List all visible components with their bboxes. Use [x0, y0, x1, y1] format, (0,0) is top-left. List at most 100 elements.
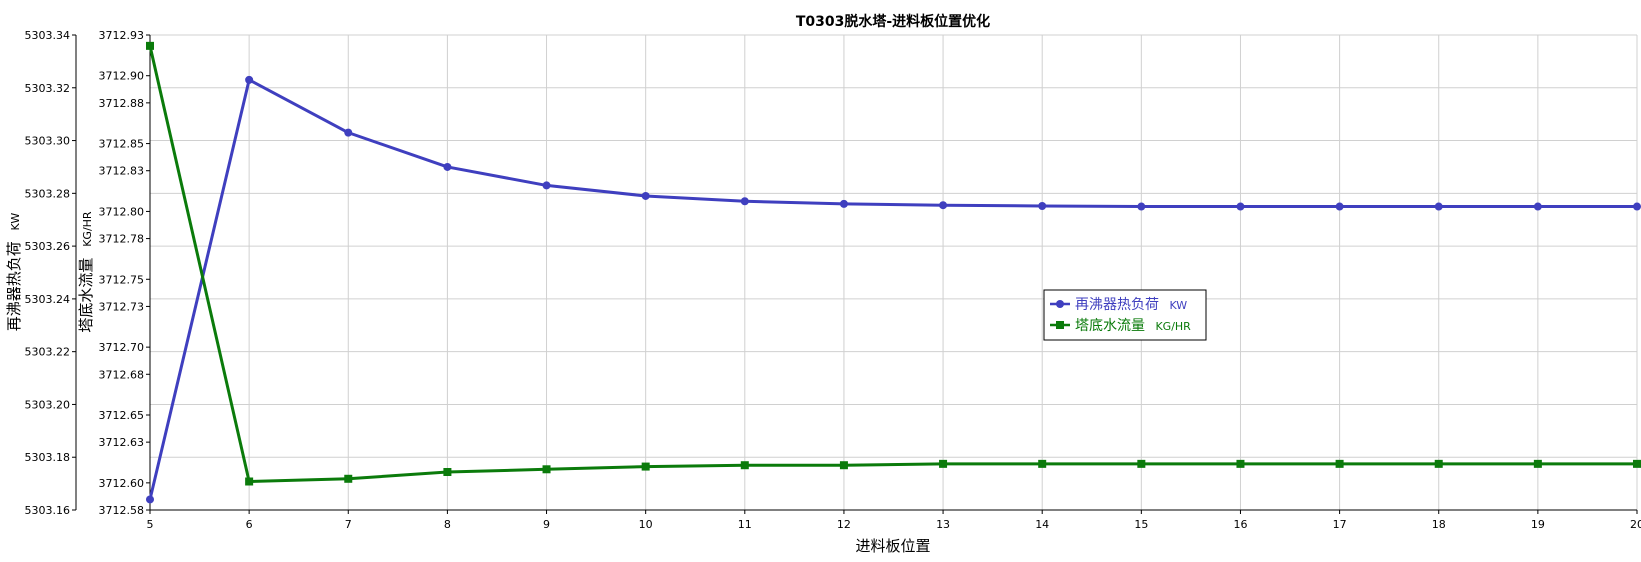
y-axis-left-label: 再沸器热负荷 KW — [5, 213, 23, 332]
series-1-point — [1236, 202, 1245, 211]
series-1-line — [148, 78, 1637, 500]
y-axis-right-tick-label: 3712.83 — [99, 165, 145, 178]
y-axis-right-tick-label: 3712.68 — [99, 368, 145, 381]
y-axis-right-tick-label: 3712.75 — [99, 273, 145, 286]
x-tick-label: 20 — [1630, 518, 1641, 531]
legend: 再沸器热负荷 KW 塔底水流量 KG/HR — [1043, 289, 1207, 341]
y-axis-left-tick-label: 5303.30 — [25, 135, 71, 148]
series-1-point — [1633, 202, 1641, 211]
series-1-point — [1038, 202, 1047, 210]
x-tick-label: 15 — [1134, 518, 1148, 531]
plot-area — [150, 35, 1637, 510]
series-1-point — [1434, 202, 1443, 211]
x-tick-label: 17 — [1333, 518, 1347, 531]
y-axis-left-tick-label: 5303.28 — [25, 187, 71, 200]
y-axis-right-label-text: 塔底水流量 — [77, 258, 95, 333]
y-axis-left-tick-label: 5303.34 — [25, 29, 71, 42]
x-tick-label: 10 — [639, 518, 653, 531]
series-2-point — [839, 461, 848, 470]
series-1-point — [939, 201, 948, 210]
series-2-point — [1335, 459, 1344, 468]
series-1-point — [740, 197, 749, 206]
y-axis-left-tick-label: 5303.16 — [25, 504, 71, 517]
y-axis-right-tick-label: 3712.93 — [99, 29, 145, 42]
series-1-point — [641, 191, 650, 200]
x-tick-label: 6 — [246, 518, 253, 531]
x-tick-label: 9 — [543, 518, 550, 531]
series-1-point — [344, 128, 353, 137]
y-axis-left-tick-label: 5303.22 — [25, 346, 71, 359]
x-tick-label: 14 — [1035, 518, 1049, 531]
x-tick-label: 11 — [738, 518, 752, 531]
series-2-point — [344, 474, 353, 483]
y-axis-left-ticks: 5303.16 5303.18 5303.20 5303.22 5303.24 5303.… — [25, 29, 76, 517]
series-2-point — [1633, 459, 1641, 468]
series-2-point — [146, 41, 154, 50]
series-2-point — [641, 462, 650, 471]
legend-series-1-unit: KW — [1169, 299, 1187, 312]
series-1-point — [542, 181, 551, 190]
series-1-point — [245, 75, 254, 84]
y-axis-right-tick-label: 3712.63 — [99, 436, 145, 449]
legend-label-series-1: 再沸器热负荷 KW — [1075, 297, 1187, 313]
series-1-point — [443, 162, 452, 171]
legend-series-2-name: 塔底水流量 — [1075, 318, 1145, 334]
series-2-point — [443, 468, 452, 476]
legend-series-1-name: 再沸器热负荷 — [1075, 297, 1159, 313]
series-1-point — [1137, 202, 1146, 211]
series-layer — [146, 41, 1641, 504]
y-axis-left-tick-label: 5303.26 — [25, 240, 71, 253]
series-2-point — [1038, 459, 1047, 468]
y-axis-right-tick-label: 3712.70 — [99, 341, 145, 354]
y-axis-left-tick-label: 5303.20 — [25, 398, 71, 411]
x-tick-label: 7 — [345, 518, 352, 531]
series-1-point — [146, 495, 154, 504]
y-axis-right-tick-label: 3712.73 — [99, 300, 145, 313]
x-tick-label: 5 — [147, 518, 154, 531]
series-2-point — [245, 477, 254, 486]
x-tick-label: 16 — [1233, 518, 1247, 531]
legend-marker-series-1 — [1056, 300, 1064, 308]
x-tick-label: 19 — [1531, 518, 1545, 531]
series-2-point — [542, 465, 551, 474]
legend-label-series-2: 塔底水流量 KG/HR — [1075, 318, 1191, 334]
series-1-point — [839, 199, 848, 208]
series-2-line — [148, 45, 1637, 483]
legend-series-2-unit: KG/HR — [1155, 320, 1191, 333]
y-axis-left-unit: KW — [9, 213, 22, 231]
y-axis-right-tick-label: 3712.88 — [99, 97, 145, 110]
y-axis-right-tick-label: 3712.78 — [99, 233, 145, 246]
chart-title: T0303脱水塔-进料板位置优化 — [796, 13, 990, 30]
x-tick-label: 12 — [837, 518, 851, 531]
y-axis-left-tick-label: 5303.18 — [25, 451, 71, 464]
grid — [149, 34, 1638, 511]
x-axis-label: 进料板位置 — [855, 537, 930, 555]
y-axis-right-ticks: 3712.58 3712.60 3712.63 3712.65 3712.68 3712.… — [99, 29, 150, 517]
y-axis-right-label: 塔底水流量 KG/HR — [77, 211, 95, 333]
legend-box — [1043, 289, 1207, 341]
x-tick-label: 8 — [444, 518, 451, 531]
y-axis-right-tick-label: 3712.65 — [99, 409, 145, 422]
legend-marker-series-2 — [1056, 321, 1064, 329]
y-axis-right-tick-label: 3712.80 — [99, 205, 145, 218]
x-tick-label: 18 — [1432, 518, 1446, 531]
series-1-point — [1533, 202, 1542, 211]
y-axis-right-tick-label: 3712.60 — [99, 477, 145, 490]
y-axis-left-tick-label: 5303.32 — [25, 82, 71, 95]
series-2-point — [939, 459, 948, 468]
y-axis-right-tick-label: 3712.90 — [99, 70, 145, 83]
series-2-point — [740, 461, 749, 470]
axes — [75, 35, 1637, 511]
y-axis-left-label-text: 再沸器热负荷 — [5, 241, 23, 331]
y-axis-right-unit: KG/HR — [81, 211, 94, 247]
series-2-point — [1533, 459, 1542, 468]
series-1-point — [1335, 202, 1344, 211]
series-2-point — [1434, 459, 1443, 468]
y-axis-right-tick-label: 3712.85 — [99, 138, 145, 151]
series-2-point — [1236, 459, 1245, 468]
series-2-point — [1137, 459, 1146, 468]
y-axis-left-tick-label: 5303.24 — [25, 293, 71, 306]
x-ticks: 5 6 7 8 9 10 11 12 13 14 15 16 17 18 19 20 — [147, 510, 1641, 531]
y-axis-right-tick-label: 3712.58 — [99, 504, 145, 517]
